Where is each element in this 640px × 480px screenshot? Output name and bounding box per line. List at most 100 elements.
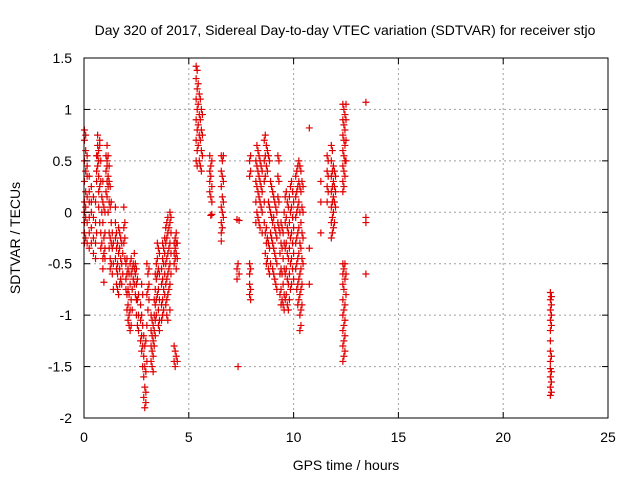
y-tick-label: -1 (60, 307, 73, 323)
data-point (137, 301, 145, 309)
data-point (547, 311, 555, 319)
data-point (99, 219, 107, 227)
data-point (330, 183, 338, 191)
x-tick-label: 5 (185, 429, 193, 445)
data-point (339, 177, 347, 185)
data-point (263, 167, 271, 175)
data-point (546, 306, 554, 314)
data-point (103, 193, 111, 201)
data-point (162, 301, 170, 309)
data-point (196, 116, 204, 124)
data-point (340, 306, 348, 314)
data-point (340, 152, 348, 160)
data-point (263, 147, 271, 155)
data-point (288, 177, 296, 185)
data-point (120, 224, 128, 232)
data-point (270, 270, 278, 278)
data-point (121, 234, 129, 242)
data-point (283, 301, 291, 309)
data-point (340, 183, 348, 191)
data-point (197, 105, 205, 113)
data-point (219, 177, 227, 185)
data-point (92, 255, 100, 263)
data-point (207, 211, 215, 219)
x-axis-ticks: 0 5 10 15 20 25 (80, 58, 616, 445)
data-point (305, 280, 313, 288)
data-point (121, 219, 129, 227)
data-point (261, 172, 269, 180)
data-point (267, 177, 275, 185)
data-point (197, 126, 205, 134)
data-point (208, 210, 216, 218)
data-point (163, 296, 171, 304)
data-point (299, 183, 307, 191)
data-point (274, 152, 282, 160)
data-point (85, 229, 93, 237)
data-point (217, 203, 225, 211)
data-point (329, 208, 337, 216)
data-point (192, 75, 200, 83)
data-point (296, 327, 304, 335)
data-point (274, 172, 282, 180)
data-point (128, 285, 136, 293)
data-point (546, 289, 554, 297)
data-point (198, 152, 206, 160)
data-point (274, 193, 282, 201)
data-point (217, 229, 225, 237)
data-point (286, 285, 294, 293)
data-point (143, 260, 151, 268)
data-point (286, 208, 294, 216)
data-point (99, 198, 107, 206)
data-point (140, 352, 148, 360)
data-point (166, 208, 174, 216)
data-point (144, 270, 152, 278)
data-point (83, 193, 91, 201)
data-point (246, 260, 254, 268)
data-point (167, 270, 175, 278)
data-point (295, 296, 303, 304)
data-point (362, 98, 370, 106)
data-point (138, 311, 146, 319)
data-point (165, 244, 173, 252)
data-point (115, 291, 123, 299)
data-point (275, 177, 283, 185)
data-point (340, 167, 348, 175)
data-point (255, 193, 263, 201)
data-point (260, 177, 268, 185)
data-point (341, 347, 349, 355)
data-point (141, 404, 149, 412)
data-point (95, 147, 103, 155)
data-point (330, 167, 338, 175)
data-point (546, 373, 554, 381)
y-tick-label: 0 (64, 204, 72, 220)
y-axis-ticks: -2 -1.5 -1 -0.5 0 0.5 1 1.5 (48, 50, 608, 426)
data-point (102, 167, 110, 175)
data-point (140, 393, 148, 401)
data-point (192, 62, 200, 70)
data-point (246, 291, 254, 299)
x-tick-label: 15 (391, 429, 407, 445)
data-point (285, 296, 293, 304)
data-point (317, 229, 325, 237)
data-point (83, 219, 91, 227)
data-point (133, 275, 141, 283)
data-point (247, 167, 255, 175)
data-point (339, 311, 347, 319)
data-point (286, 234, 294, 242)
data-point (145, 280, 153, 288)
data-point (85, 244, 93, 252)
data-point (104, 152, 112, 160)
data-point (172, 249, 180, 257)
data-point (546, 357, 554, 365)
data-point (82, 131, 90, 139)
data-point (247, 265, 255, 273)
data-point (296, 311, 304, 319)
data-point (295, 157, 303, 165)
data-point (547, 368, 555, 376)
data-point (262, 224, 270, 232)
data-point (547, 388, 555, 396)
data-point (124, 301, 132, 309)
data-point (143, 291, 151, 299)
data-point (82, 234, 90, 242)
data-point (268, 183, 276, 191)
